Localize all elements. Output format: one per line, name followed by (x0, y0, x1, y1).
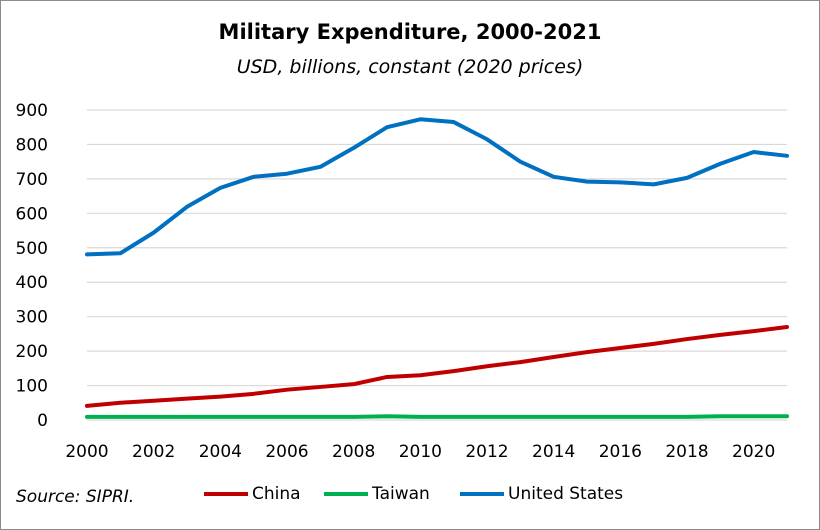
x-tick-label: 2004 (199, 442, 242, 462)
series-line-united-states (85, 117, 789, 257)
legend: China Taiwan United States (0, 484, 820, 510)
y-tick-label: 500 (16, 239, 48, 259)
x-tick-label: 2006 (265, 442, 308, 462)
legend-item-united-states: United States (460, 484, 623, 504)
legend-swatch-china (204, 492, 248, 496)
legend-swatch-united-states (460, 492, 504, 496)
y-tick-label: 200 (16, 342, 48, 362)
legend-swatch-taiwan (324, 492, 368, 496)
y-tick-label: 800 (16, 135, 48, 155)
y-tick-label: 0 (37, 411, 48, 431)
x-tick-label: 2018 (665, 442, 708, 462)
y-tick-label: 400 (16, 273, 48, 293)
x-tick-label: 2014 (532, 442, 575, 462)
x-tick-label: 2012 (465, 442, 508, 462)
series-lines (85, 117, 789, 419)
x-tick-label: 2002 (132, 442, 175, 462)
y-tick-label: 300 (16, 308, 48, 328)
legend-label-united-states: United States (508, 484, 624, 504)
legend-label-china: China (252, 484, 301, 504)
gridlines (87, 109, 787, 421)
legend-item-china: China (204, 484, 301, 504)
chart-subtitle: USD, billions, constant (2020 prices) (236, 56, 584, 78)
series-line-taiwan (85, 414, 789, 419)
x-tick-label: 2020 (732, 442, 775, 462)
series-line-china (85, 325, 789, 408)
x-tick-label: 2016 (599, 442, 642, 462)
y-tick-label: 100 (16, 377, 48, 397)
legend-item-taiwan: Taiwan (324, 484, 430, 504)
x-tick-label: 2010 (399, 442, 442, 462)
x-axis-ticks: 2000 2002 2004 2006 2008 2010 2012 2014 2016 2018… (65, 442, 775, 462)
x-tick-label: 2008 (332, 442, 375, 462)
y-tick-label: 700 (16, 170, 48, 190)
chart-title: Military Expenditure, 2000-2021 (218, 20, 602, 44)
source-note: Source: SIPRI. (16, 487, 135, 507)
legend-label-taiwan: Taiwan (372, 484, 430, 504)
y-tick-label: 600 (16, 204, 48, 224)
y-tick-label: 900 (16, 101, 48, 121)
y-axis-ticks: 0 100 200 300 400 500 600 700 800 900 (16, 101, 48, 431)
x-tick-label: 2000 (65, 442, 108, 462)
